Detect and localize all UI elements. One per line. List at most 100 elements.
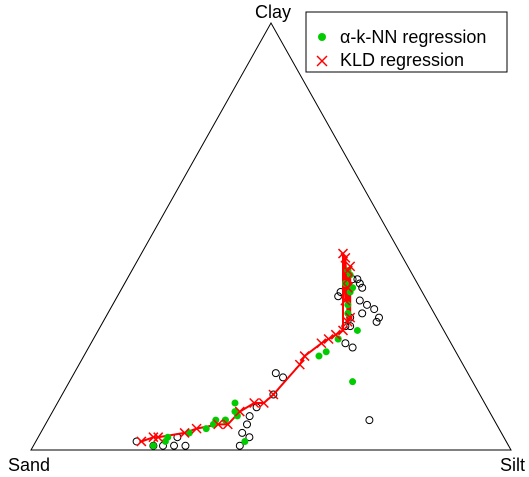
knn-point	[164, 433, 172, 441]
kld-point-stroke	[337, 325, 349, 336]
observed-point	[243, 420, 251, 429]
kld-point-stroke	[340, 295, 351, 306]
observed-point	[358, 283, 367, 292]
knn-point	[334, 335, 342, 343]
kld-point	[316, 338, 327, 349]
knn-point	[353, 326, 361, 334]
kld-point	[153, 432, 164, 443]
kld-point-stroke	[268, 389, 279, 400]
knn-points	[149, 267, 361, 450]
kld-point-stroke	[345, 261, 356, 272]
kld-point-stroke	[213, 419, 224, 430]
kld-point-stroke	[342, 274, 353, 285]
kld-point-stroke	[179, 427, 190, 438]
observed-point	[269, 390, 278, 399]
kld-point	[345, 261, 356, 272]
kld-point	[258, 397, 269, 409]
observed-point	[355, 296, 364, 305]
observed-point	[365, 416, 374, 425]
kld-point-stroke	[136, 436, 147, 447]
kld-point-stroke	[249, 397, 260, 409]
knn-point	[349, 284, 357, 292]
vertex-label-clay: Clay	[255, 2, 291, 22]
observed-point	[348, 343, 357, 352]
observed-point	[358, 309, 367, 318]
kld-point	[268, 389, 279, 400]
kld-point-stroke	[299, 351, 310, 362]
legend-knn-label: α-k-NN regression	[340, 27, 486, 47]
knn-point	[149, 442, 157, 450]
knn-point	[221, 416, 229, 424]
kld-point-stroke	[234, 406, 245, 417]
observed-point	[245, 412, 254, 421]
observed-point	[132, 437, 141, 446]
kld-point-stroke	[337, 248, 349, 259]
kld-point	[340, 295, 351, 306]
kld-point-stroke	[258, 397, 269, 409]
kld-point	[323, 333, 334, 345]
legend-knn-marker	[318, 33, 326, 41]
kld-point	[345, 312, 356, 323]
kld-point-stroke	[330, 329, 341, 340]
kld-point	[299, 351, 310, 362]
observed-point	[372, 317, 381, 326]
observed-point	[235, 441, 244, 450]
kld-point	[136, 436, 147, 447]
kld-point-stroke	[342, 282, 353, 293]
kld-trend-line	[141, 253, 352, 443]
kld-point	[342, 274, 353, 285]
kld-point-stroke	[340, 252, 351, 263]
observed-point	[355, 279, 364, 288]
kld-point	[294, 359, 305, 370]
kld-point-stroke	[153, 432, 164, 443]
observed-point	[245, 433, 254, 442]
knn-point	[344, 301, 352, 309]
observed-point	[341, 322, 350, 331]
legend-kld-marker	[316, 55, 328, 67]
observed-point	[238, 428, 247, 437]
kld-point	[148, 432, 159, 443]
kld-point-stroke	[345, 312, 356, 323]
kld-point-stroke	[191, 423, 202, 434]
observed-point	[375, 313, 383, 322]
observed-point	[341, 339, 350, 348]
kld-point	[213, 419, 224, 430]
knn-point	[231, 399, 239, 407]
kld-point	[222, 419, 233, 430]
knn-point	[202, 425, 210, 433]
observed-points	[132, 275, 383, 450]
knn-point	[322, 348, 330, 356]
kld-point-stroke	[148, 432, 159, 443]
knn-point	[231, 408, 239, 416]
knn-point	[212, 416, 220, 424]
kld-point	[179, 427, 190, 438]
kld-trend-path	[141, 253, 352, 443]
observed-point	[279, 373, 287, 382]
kld-point-stroke	[294, 359, 305, 370]
knn-point	[185, 429, 193, 437]
knn-point	[315, 352, 323, 360]
observed-point	[353, 275, 362, 284]
knn-point	[241, 438, 249, 446]
vertex-label-sand: Sand	[8, 455, 50, 475]
kld-point	[330, 329, 341, 340]
observed-point	[170, 441, 179, 450]
observed-point	[181, 441, 190, 450]
kld-point	[234, 406, 245, 417]
observed-point	[363, 300, 371, 309]
kld-point	[337, 325, 349, 336]
observed-point	[271, 369, 280, 378]
vertex-label-silt: Silt	[500, 455, 525, 475]
kld-point	[249, 397, 260, 409]
kld-point-stroke	[323, 333, 334, 345]
kld-point	[191, 423, 202, 434]
knn-point	[344, 309, 352, 317]
kld-points	[136, 248, 356, 447]
kld-point	[337, 248, 349, 259]
observed-point	[370, 305, 379, 314]
knn-point	[349, 378, 357, 386]
kld-point-stroke	[316, 338, 327, 349]
knn-point	[341, 279, 349, 287]
kld-point	[342, 282, 353, 293]
